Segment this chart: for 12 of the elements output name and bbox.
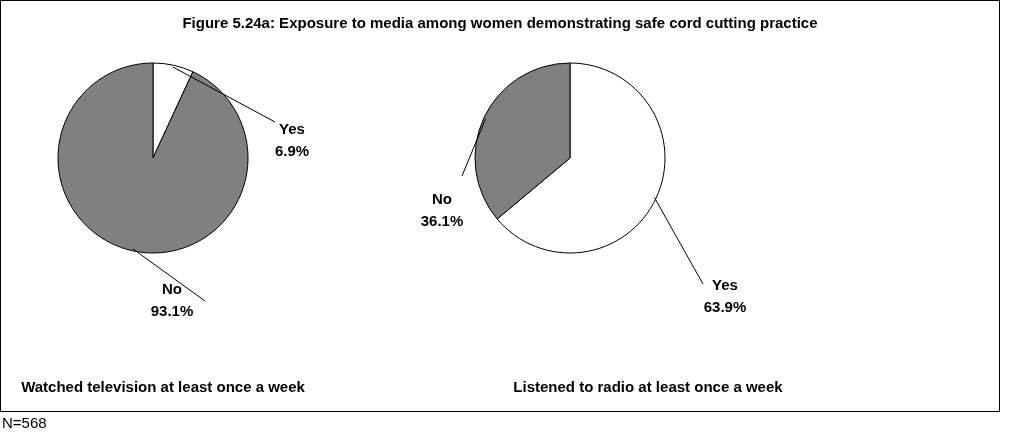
text: N=568 xyxy=(2,414,47,431)
slice-label: Yes xyxy=(279,120,305,137)
slice-label: No xyxy=(432,190,452,207)
slice-label: No xyxy=(162,280,182,297)
data-label: 6.9% xyxy=(274,142,310,159)
data-label: 93.1% xyxy=(150,302,194,319)
slice-label: Yes xyxy=(712,276,738,293)
data-label: 36.1% xyxy=(420,212,464,229)
text: Figure 5.24a: Exposure to media among women demonstrating safe cord cutting practice xyxy=(182,14,818,31)
text: Listened to radio at least once a week xyxy=(513,378,784,395)
text: Watched television at least once a week xyxy=(21,378,306,395)
data-label: 63.9% xyxy=(703,298,747,315)
